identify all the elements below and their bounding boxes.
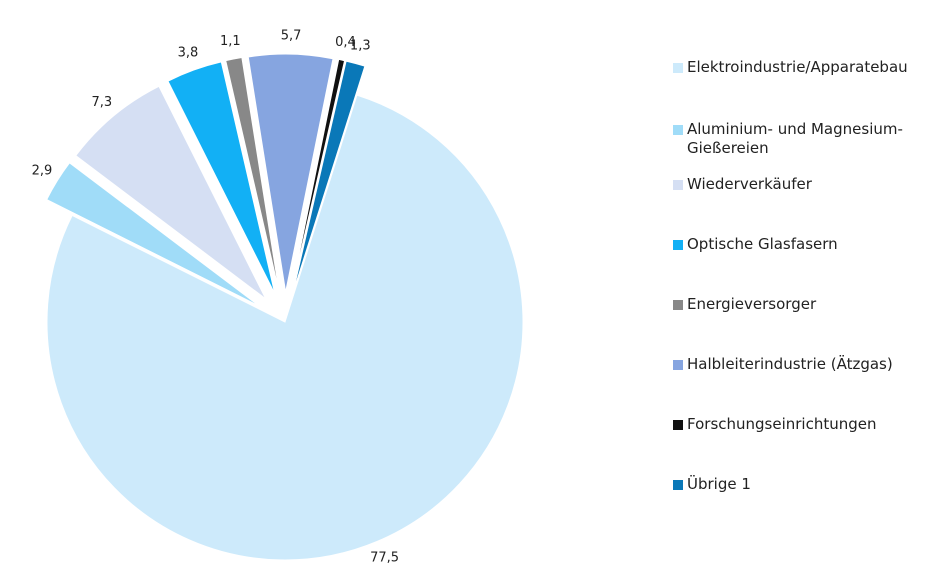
legend-swatch bbox=[673, 300, 683, 310]
legend-label: Wiederverkäufer bbox=[687, 175, 812, 193]
legend-swatch bbox=[673, 420, 683, 430]
chart: 77,5 2,9 7,3 3,8 1,1 5,7 0,41,3 bbox=[32, 29, 524, 565]
pie-slice bbox=[167, 61, 276, 295]
legend-label: Übrige 1 bbox=[687, 475, 751, 493]
pie-slice bbox=[290, 58, 346, 293]
legend-item: Forschungseinrichtungen bbox=[673, 415, 927, 434]
data-label: 7,3 bbox=[92, 95, 113, 110]
legend-label: Optische Glasfasern bbox=[687, 235, 838, 253]
pie-slice bbox=[75, 85, 267, 300]
data-label: 0,4 bbox=[335, 35, 356, 50]
legend-item: Übrige 1 bbox=[673, 475, 927, 494]
legend-item: Halbleiterindustrie (Ätzgas) bbox=[673, 355, 927, 374]
legend-label: Elektroindustrie/Apparatebau bbox=[687, 58, 908, 76]
legend-label: Aluminium- und Magnesium-Gießereien bbox=[687, 120, 903, 157]
legend-item: Elektroindustrie/Apparatebau bbox=[673, 58, 927, 77]
data-label: 2,9 bbox=[32, 164, 53, 179]
legend-swatch bbox=[673, 180, 683, 190]
legend-label: Halbleiterindustrie (Ätzgas) bbox=[687, 355, 893, 373]
legend-swatch bbox=[673, 360, 683, 370]
pie-slice bbox=[46, 162, 260, 307]
legend-item: Aluminium- und Magnesium-Gießereien bbox=[673, 120, 927, 158]
legend-item: Wiederverkäufer bbox=[673, 175, 927, 194]
legend-item: Energieversorger bbox=[673, 295, 927, 314]
legend-item: Optische Glasfasern bbox=[673, 235, 927, 254]
legend-swatch bbox=[673, 480, 683, 490]
legend-swatch bbox=[673, 63, 683, 73]
data-label: 3,8 bbox=[178, 45, 199, 60]
pie-slice bbox=[225, 56, 280, 293]
data-label: 77,5 bbox=[370, 550, 399, 565]
data-label: 1,1 bbox=[220, 34, 241, 49]
legend-swatch bbox=[673, 240, 683, 250]
data-label: 5,7 bbox=[281, 29, 302, 44]
legend-label: Forschungseinrichtungen bbox=[687, 415, 877, 433]
data-label: 1,3 bbox=[350, 39, 371, 54]
pie-slice bbox=[292, 60, 366, 294]
pie-slice bbox=[247, 53, 334, 293]
legend-swatch bbox=[673, 125, 683, 135]
legend-label: Energieversorger bbox=[687, 295, 817, 313]
pie-slice bbox=[46, 94, 524, 561]
